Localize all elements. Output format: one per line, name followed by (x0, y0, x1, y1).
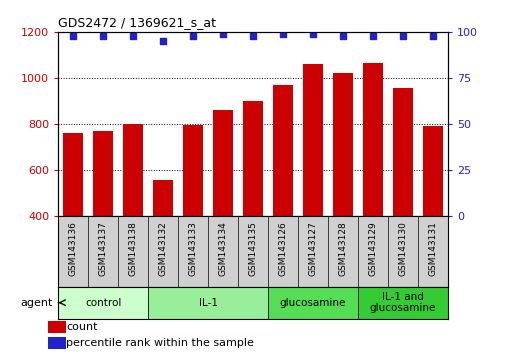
Bar (48, 321, 66, 333)
Bar (148, 287, 268, 319)
Bar (243, 101, 262, 308)
Bar (422, 126, 442, 308)
Text: GSM143129: GSM143129 (368, 222, 377, 276)
Bar (268, 287, 357, 319)
Bar (183, 125, 203, 308)
Bar (273, 85, 292, 308)
Text: GSM143130: GSM143130 (397, 222, 407, 276)
Text: GSM143138: GSM143138 (128, 222, 137, 276)
Text: GSM143137: GSM143137 (98, 222, 108, 276)
Point (278, 31, 286, 36)
Point (368, 33, 376, 38)
Bar (93, 131, 113, 308)
Point (159, 38, 167, 44)
Text: IL-1 and
glucosamine: IL-1 and glucosamine (369, 292, 435, 314)
Text: percentile rank within the sample: percentile rank within the sample (66, 338, 254, 348)
Text: GSM143131: GSM143131 (427, 222, 436, 276)
Text: GSM143126: GSM143126 (278, 222, 287, 276)
Point (248, 33, 257, 38)
Bar (48, 337, 66, 349)
Bar (332, 73, 352, 308)
Text: GSM143134: GSM143134 (218, 222, 227, 276)
Text: GSM143132: GSM143132 (158, 222, 167, 276)
Text: agent: agent (21, 298, 53, 308)
Bar (63, 133, 83, 308)
Bar (302, 64, 322, 308)
Text: GSM143136: GSM143136 (69, 222, 78, 276)
Bar (392, 88, 412, 308)
Bar (123, 124, 142, 308)
Text: GSM143128: GSM143128 (338, 222, 347, 276)
Point (308, 31, 316, 36)
Text: GSM143127: GSM143127 (308, 222, 317, 276)
Bar (363, 63, 382, 308)
Text: count: count (66, 322, 97, 332)
Bar (357, 287, 447, 319)
Point (338, 33, 346, 38)
Point (189, 33, 197, 38)
Point (69, 33, 77, 38)
Text: GSM143133: GSM143133 (188, 222, 197, 276)
Point (219, 31, 227, 36)
Text: GSM143135: GSM143135 (248, 222, 257, 276)
Point (428, 33, 436, 38)
Point (129, 33, 137, 38)
Bar (213, 110, 232, 308)
Point (99, 33, 107, 38)
Text: control: control (85, 298, 121, 308)
Text: GDS2472 / 1369621_s_at: GDS2472 / 1369621_s_at (58, 16, 216, 29)
Bar (58, 287, 148, 319)
Text: glucosamine: glucosamine (279, 298, 345, 308)
Text: IL-1: IL-1 (198, 298, 217, 308)
Point (398, 33, 406, 38)
Bar (153, 180, 173, 308)
